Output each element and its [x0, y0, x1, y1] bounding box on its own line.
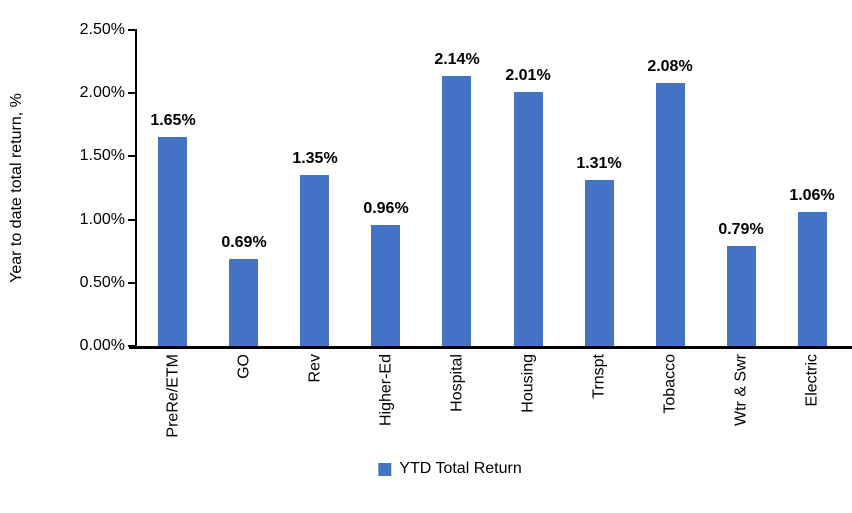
y-tick-label: 2.50%	[79, 21, 125, 38]
x-axis-line	[129, 346, 852, 349]
y-tick-mark	[128, 92, 136, 94]
legend-swatch-icon	[378, 462, 392, 476]
y-tick-label: 1.00%	[79, 211, 125, 228]
y-tick-mark	[128, 219, 136, 221]
plot-area: 1.65% 0.69% 1.35% 0.96% 2.14% 2.01% 1.31% 2.08%…	[137, 30, 848, 346]
bar	[514, 92, 543, 346]
bar-value-label: 0.79%	[718, 221, 764, 238]
y-tick-mark	[128, 345, 136, 347]
x-category-label: Housing	[519, 354, 537, 413]
x-category-label: Hospital	[448, 354, 466, 412]
bar-value-label: 2.01%	[505, 67, 551, 84]
y-tick-mark	[128, 29, 136, 31]
y-axis-line	[135, 29, 137, 347]
bar-value-label: 2.08%	[647, 58, 693, 75]
y-tick-label: 0.00%	[79, 337, 125, 354]
x-category-label: Rev	[306, 354, 324, 383]
bar	[371, 225, 400, 346]
bar	[158, 137, 187, 346]
x-category-label: Electric	[803, 354, 821, 407]
y-tick-mark	[128, 155, 136, 157]
bar-value-label: 1.31%	[576, 155, 622, 172]
bar-value-label: 0.96%	[363, 200, 409, 217]
bar-value-label: 1.06%	[789, 187, 835, 204]
legend-label: YTD Total Return	[399, 460, 522, 477]
x-category-label: GO	[235, 354, 253, 379]
y-tick-label: 2.00%	[79, 84, 125, 101]
x-category-label: Tobacco	[661, 354, 679, 414]
bar	[656, 83, 685, 346]
x-category-label: PreRe/ETM	[164, 354, 182, 438]
y-tick-label: 1.50%	[79, 147, 125, 164]
bar-value-label: 0.69%	[221, 234, 267, 251]
legend: YTD Total Return	[378, 460, 522, 478]
bar	[300, 175, 329, 346]
bar	[727, 246, 756, 346]
bar	[442, 76, 471, 346]
bar-value-label: 2.14%	[434, 51, 480, 68]
bar	[585, 180, 614, 346]
bar-value-label: 1.35%	[292, 150, 338, 167]
y-axis-title: Year to date total return, %	[8, 93, 25, 283]
x-category-label: Wtr & Swr	[732, 354, 750, 426]
y-tick-mark	[128, 282, 136, 284]
x-category-label: Higher-Ed	[377, 354, 395, 427]
bar-value-label: 1.65%	[150, 112, 196, 129]
y-tick-label: 0.50%	[79, 274, 125, 291]
bar	[229, 259, 258, 346]
x-category-label: Trnspt	[590, 354, 608, 399]
bar	[798, 212, 827, 346]
